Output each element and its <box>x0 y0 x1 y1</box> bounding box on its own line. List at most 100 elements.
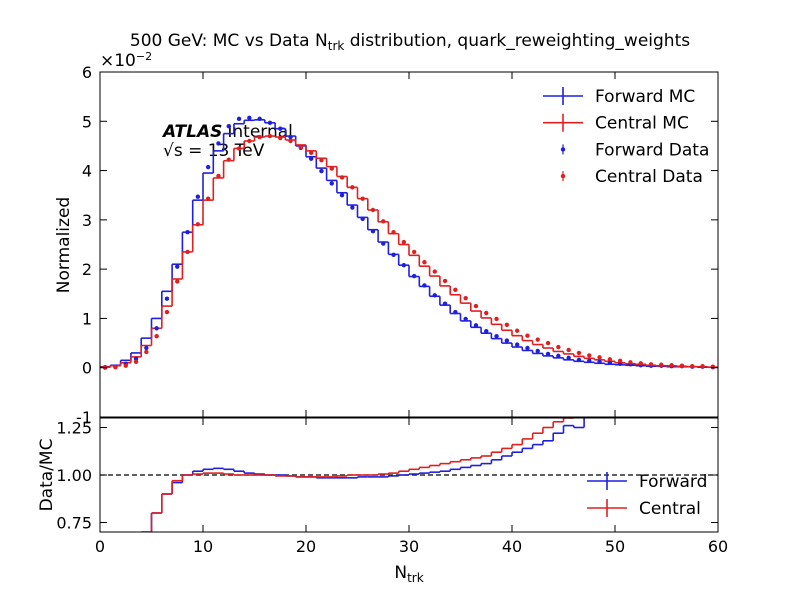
data-point <box>597 359 602 364</box>
data-point <box>473 323 479 328</box>
data-point <box>288 138 293 144</box>
data-point <box>556 353 561 359</box>
data-point <box>514 342 520 347</box>
data-point <box>370 207 376 213</box>
data-point <box>236 116 242 122</box>
data-point <box>216 141 221 146</box>
data-point <box>226 157 231 162</box>
data-point <box>628 360 633 365</box>
data-point <box>484 329 489 334</box>
title-main: 500 GeV: MC vs Data N <box>130 31 328 51</box>
xlabel-sub: trk <box>407 571 424 585</box>
data-point <box>329 166 334 171</box>
data-point <box>298 145 304 150</box>
y-tick-label: 0.75 <box>56 514 92 533</box>
data-point <box>576 357 582 363</box>
data-point <box>391 229 396 235</box>
y-axis-label: Normalized <box>54 197 74 293</box>
data-point <box>690 364 695 369</box>
data-point <box>195 222 201 227</box>
data-point <box>514 328 520 333</box>
x-tick-label: 50 <box>605 537 625 556</box>
legend-label: Forward Data <box>595 140 709 160</box>
data-point <box>185 229 190 235</box>
data-point <box>144 345 149 351</box>
data-point <box>659 362 664 367</box>
data-point <box>504 322 510 328</box>
data-point <box>453 287 458 293</box>
y-tick-label: 2 <box>82 260 92 279</box>
data-point <box>123 363 128 368</box>
data-point <box>391 252 396 258</box>
y-tick-label: 1 <box>82 309 92 328</box>
data-point <box>267 133 273 139</box>
data-point <box>587 358 592 364</box>
data-point <box>494 333 499 339</box>
x-tick-label: 0 <box>95 537 105 556</box>
data-point <box>308 156 314 161</box>
x-tick-label: 10 <box>193 537 213 556</box>
data-point <box>463 316 468 322</box>
data-point <box>216 173 221 179</box>
data-point <box>195 194 201 199</box>
data-point <box>556 344 561 350</box>
data-point <box>247 138 252 144</box>
data-point <box>267 120 273 125</box>
legend-label: Central Data <box>595 167 703 187</box>
y-tick-label: 1.25 <box>56 419 92 438</box>
data-point <box>710 364 716 369</box>
data-point <box>587 353 592 358</box>
offset-text: ×10−2 <box>100 50 152 71</box>
title-sub: trk <box>328 39 345 53</box>
data-point <box>154 326 159 331</box>
data-point <box>607 360 613 365</box>
x-axis-label: Ntrk <box>394 563 423 585</box>
y-tick-label: 3 <box>82 211 92 230</box>
legend-label: Forward MC <box>595 87 695 107</box>
legend-label: Central <box>639 499 701 519</box>
data-point <box>463 296 468 301</box>
data-point <box>442 278 448 284</box>
data-point <box>381 219 386 224</box>
y-tick-label: 4 <box>82 162 92 181</box>
data-point <box>329 181 334 186</box>
data-point <box>319 158 324 163</box>
data-point <box>350 205 355 210</box>
data-point <box>494 316 499 322</box>
data-point <box>236 146 242 151</box>
data-point <box>525 345 530 351</box>
data-point <box>144 349 149 355</box>
data-point <box>504 338 510 343</box>
data-point <box>545 340 551 346</box>
offset-exp: −2 <box>136 50 152 63</box>
offset-base: ×10 <box>100 51 136 71</box>
data-point <box>278 126 283 131</box>
data-point <box>442 301 448 306</box>
ratio-plot <box>100 418 718 532</box>
x-tick-label: 20 <box>296 537 316 556</box>
data-point <box>175 279 180 284</box>
data-point <box>669 363 674 368</box>
data-point <box>360 216 365 222</box>
data-point <box>545 351 551 357</box>
data-point <box>648 362 654 367</box>
legend-label: Forward <box>639 472 707 492</box>
data-point <box>597 355 602 360</box>
y-tick-label: -1 <box>76 408 92 427</box>
xlabel-base: N <box>394 563 407 583</box>
data-point <box>566 355 571 361</box>
data-point <box>205 164 211 170</box>
data-point <box>370 228 376 234</box>
data-point <box>288 134 293 140</box>
atlas-bold: ATLAS <box>161 122 222 142</box>
data-point <box>638 361 643 366</box>
data-point <box>257 134 262 140</box>
data-point <box>535 348 540 354</box>
data-point <box>185 249 190 255</box>
x-tick-label: 40 <box>502 537 522 556</box>
x-tick-label: 30 <box>399 537 419 556</box>
data-point <box>453 309 458 315</box>
data-point <box>308 150 314 156</box>
